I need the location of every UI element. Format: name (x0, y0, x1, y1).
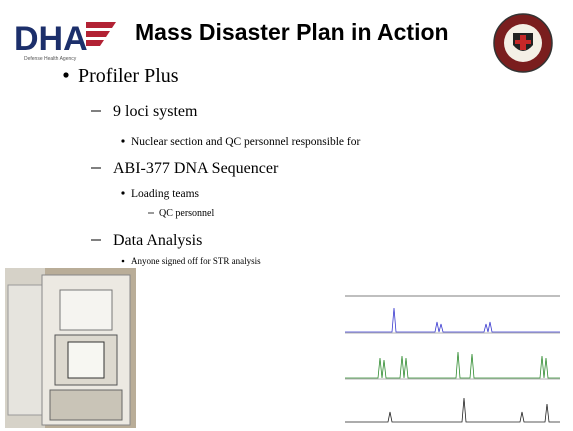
bullet-text: Anyone signed off for STR analysis (131, 256, 261, 266)
sequencer-photo (5, 268, 136, 428)
bullet-text: Data Analysis (113, 232, 202, 249)
bullet-text: Profiler Plus (78, 65, 179, 87)
slide: DHA Defense Health Agency Mass Disaster … (0, 0, 573, 431)
slide-title: Mass Disaster Plan in Action (135, 19, 449, 45)
electropherogram (340, 290, 565, 428)
bullet-text: 9 loci system (113, 103, 198, 120)
logo-subtitle: Defense Health Agency (24, 56, 77, 62)
bullet-text: Loading teams (131, 188, 200, 200)
bullet-text: Nuclear section and QC personnel respons… (131, 136, 360, 148)
logo-text: DHA (14, 20, 88, 58)
seal (494, 14, 552, 72)
bullet-text: ABI-377 DNA Sequencer (113, 160, 279, 177)
bullet-text: QC personnel (159, 208, 214, 219)
